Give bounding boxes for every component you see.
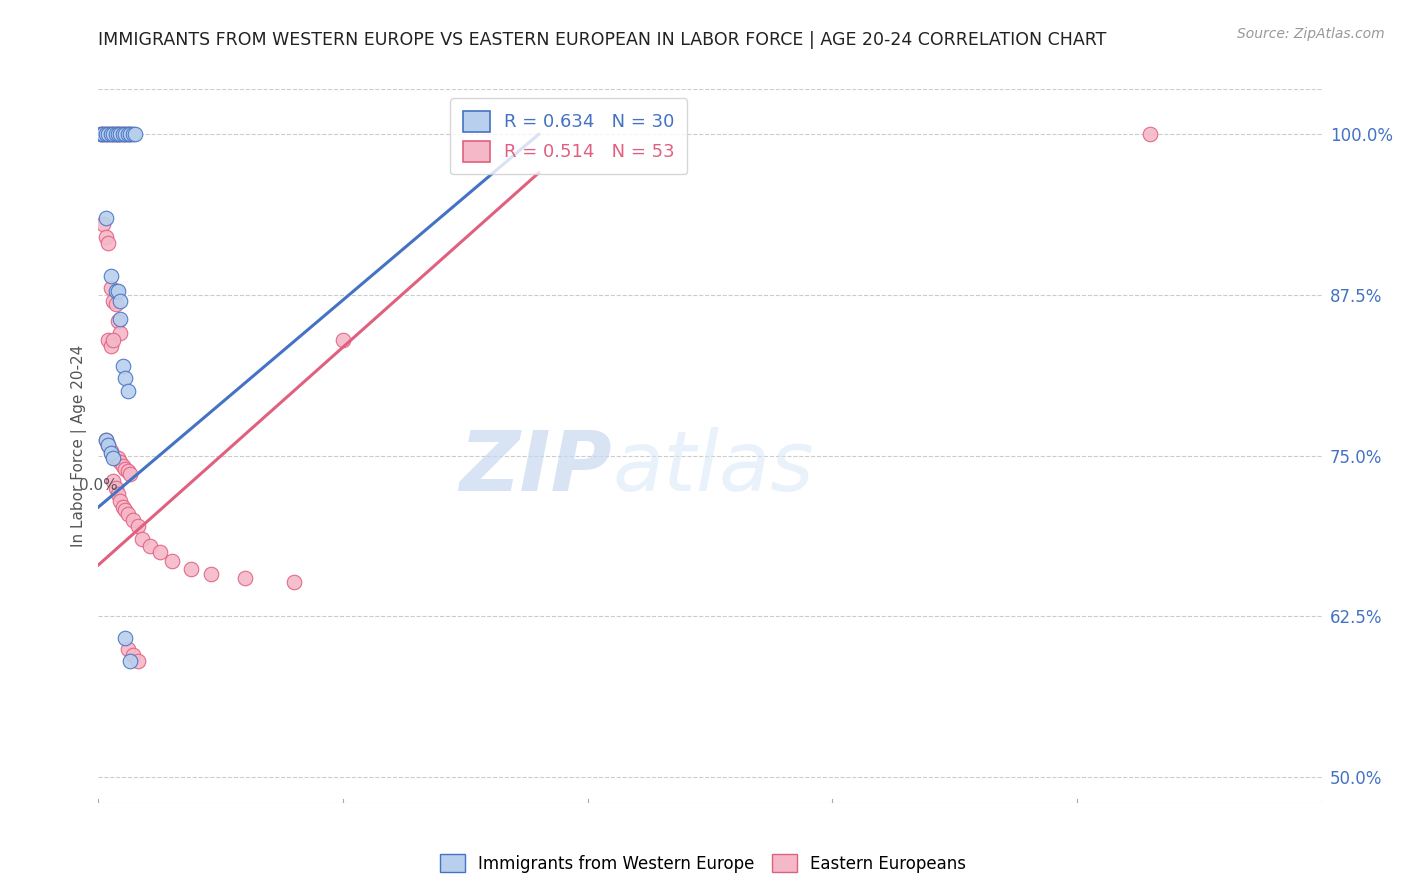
Point: [104, 451, 127, 466]
Point: [91, 127, 114, 141]
Point: [97, 236, 120, 251]
Point: [120, 127, 142, 141]
Point: [90, 127, 112, 141]
Point: [107, 284, 129, 298]
Point: [200, 566, 222, 581]
Point: [127, 654, 149, 668]
Point: [94, 127, 117, 141]
Point: [107, 127, 129, 141]
Point: [94, 127, 117, 141]
Point: [110, 127, 132, 141]
Point: [104, 127, 127, 141]
Text: Source: ZipAtlas.com: Source: ZipAtlas.com: [1237, 27, 1385, 41]
Point: [121, 513, 143, 527]
Point: [107, 487, 129, 501]
Y-axis label: In Labor Force | Age 20-24: In Labor Force | Age 20-24: [72, 345, 87, 547]
Point: [1139, 127, 1161, 141]
Text: atlas: atlas: [612, 427, 814, 508]
Point: [101, 451, 124, 466]
Point: [149, 545, 172, 559]
Point: [114, 631, 136, 645]
Text: ZIP: ZIP: [460, 427, 612, 508]
Point: [101, 449, 124, 463]
Point: [120, 127, 142, 141]
Point: [104, 297, 127, 311]
Point: [111, 359, 134, 373]
Point: [107, 313, 129, 327]
Point: [111, 500, 134, 514]
Point: [114, 371, 136, 385]
Point: [101, 475, 124, 489]
Point: [120, 467, 142, 481]
Point: [283, 574, 305, 589]
Legend: R = 0.634   N = 30, R = 0.514   N = 53: R = 0.634 N = 30, R = 0.514 N = 53: [450, 98, 688, 174]
Point: [94, 434, 117, 448]
Point: [117, 464, 139, 478]
Point: [110, 127, 132, 141]
Point: [101, 127, 124, 141]
Legend: Immigrants from Western Europe, Eastern Europeans: Immigrants from Western Europe, Eastern …: [433, 847, 973, 880]
Point: [97, 127, 120, 141]
Point: [101, 127, 124, 141]
Point: [110, 312, 132, 326]
Point: [139, 539, 162, 553]
Point: [100, 127, 122, 141]
Point: [100, 127, 122, 141]
Point: [160, 554, 183, 568]
Point: [100, 446, 122, 460]
Point: [114, 502, 136, 516]
Point: [97, 438, 120, 452]
Point: [110, 294, 132, 309]
Point: [111, 127, 134, 141]
Point: [101, 294, 124, 309]
Point: [117, 127, 139, 141]
Point: [114, 461, 136, 475]
Point: [94, 211, 117, 225]
Point: [111, 127, 134, 141]
Text: 0.0%: 0.0%: [79, 478, 118, 493]
Point: [104, 284, 127, 298]
Point: [107, 127, 129, 141]
Text: IMMIGRANTS FROM WESTERN EUROPE VS EASTERN EUROPEAN IN LABOR FORCE | AGE 20-24 CO: IMMIGRANTS FROM WESTERN EUROPE VS EASTER…: [98, 31, 1107, 49]
Point: [117, 127, 139, 141]
Point: [121, 127, 143, 141]
Point: [97, 333, 120, 347]
Point: [111, 458, 134, 473]
Point: [114, 127, 136, 141]
Point: [100, 443, 122, 458]
Point: [110, 455, 132, 469]
Point: [101, 333, 124, 347]
Point: [104, 481, 127, 495]
Point: [117, 384, 139, 399]
Point: [120, 654, 142, 668]
Point: [107, 451, 129, 466]
Point: [124, 127, 146, 141]
Point: [94, 434, 117, 448]
Point: [332, 333, 354, 347]
Point: [117, 507, 139, 521]
Point: [97, 438, 120, 452]
Point: [100, 281, 122, 295]
Point: [97, 127, 120, 141]
Point: [114, 127, 136, 141]
Point: [90, 127, 112, 141]
Point: [117, 641, 139, 656]
Point: [180, 562, 202, 576]
Point: [94, 230, 117, 244]
Point: [233, 571, 256, 585]
Point: [121, 648, 143, 662]
Point: [110, 326, 132, 341]
Point: [110, 493, 132, 508]
Point: [100, 339, 122, 353]
Point: [100, 268, 122, 283]
Point: [91, 127, 114, 141]
Point: [104, 127, 127, 141]
Point: [91, 217, 114, 231]
Point: [131, 533, 153, 547]
Point: [127, 519, 149, 533]
